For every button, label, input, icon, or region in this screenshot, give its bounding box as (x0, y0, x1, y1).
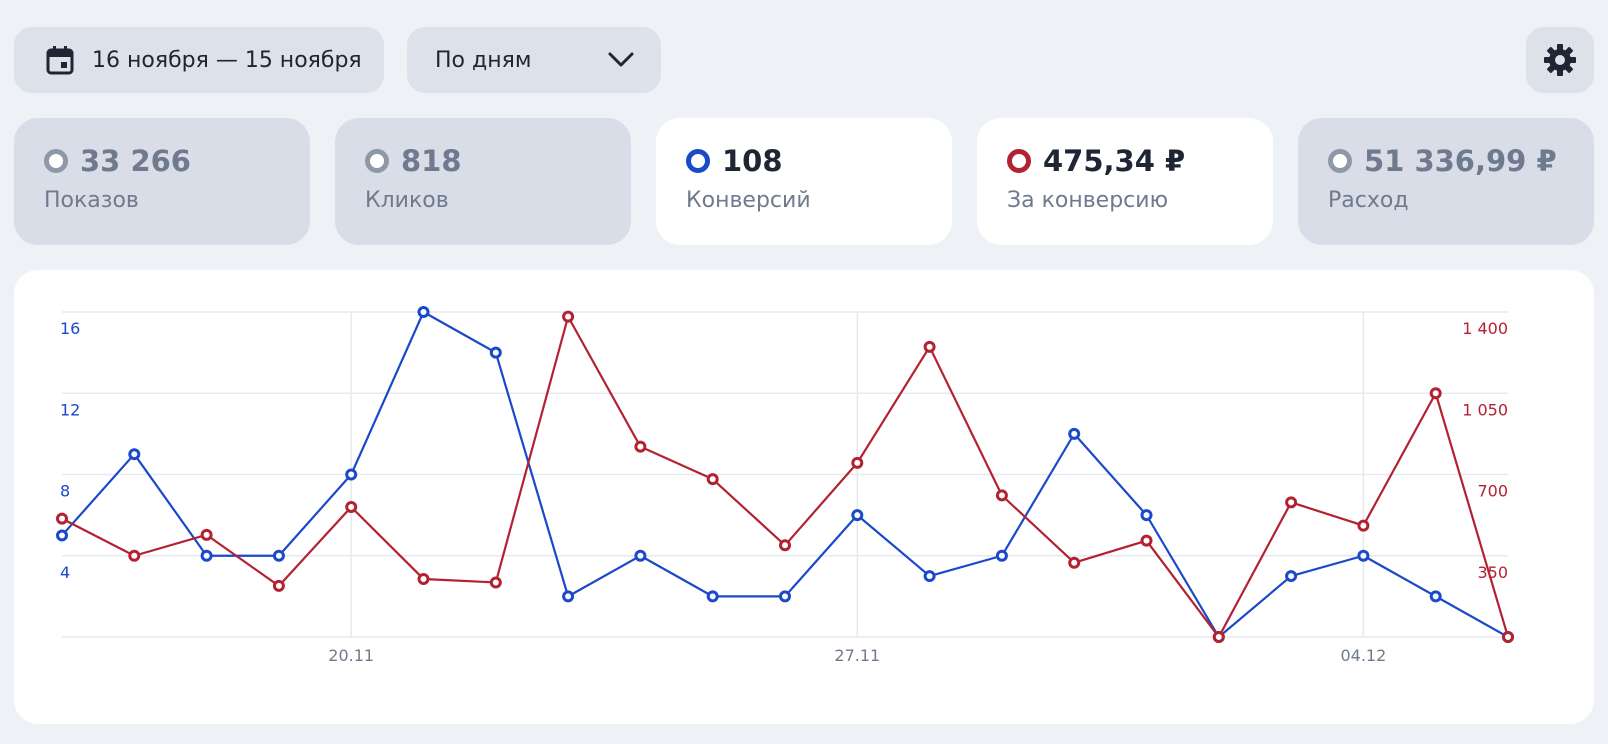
data-point-right (1212, 631, 1225, 643)
x-tick-label: 20.11 (328, 646, 374, 665)
y-left-tick-label: 8 (60, 482, 70, 501)
data-point-left (706, 590, 719, 603)
metric-card-impressions[interactable]: 33 266 Показов (14, 118, 310, 245)
metric-card-cost-per-conversion[interactable]: 475,34 ₽ За конверсию (977, 118, 1273, 245)
metric-label: Конверсий (686, 188, 811, 213)
date-range-label: 16 ноября — 15 ноября (92, 47, 362, 73)
series-toggle-icon (44, 149, 68, 173)
series-toggle-icon (365, 149, 389, 173)
metric-label: За конверсию (1007, 188, 1169, 213)
metric-value: 51 336,99 ₽ (1364, 144, 1557, 178)
data-point-left (272, 549, 285, 562)
grouping-select[interactable]: По дням (407, 27, 661, 93)
data-point-right (1502, 631, 1514, 643)
data-point-left (1285, 570, 1298, 583)
calendar-icon (46, 46, 74, 75)
metric-label: Расход (1328, 188, 1409, 213)
data-point-right (1429, 387, 1442, 400)
y-right-tick-label: 1 400 (1462, 319, 1508, 338)
data-point-right (706, 473, 719, 486)
data-point-left (1140, 509, 1153, 522)
y-right-tick-label: 700 (1477, 482, 1508, 501)
data-point-right (1357, 519, 1370, 532)
metric-label: Показов (44, 188, 139, 213)
data-point-right (779, 539, 791, 552)
data-point-right (1068, 556, 1081, 569)
data-point-right (851, 456, 864, 469)
data-point-left (128, 448, 141, 461)
y-right-tick-label: 350 (1477, 563, 1508, 582)
y-left-tick-label: 12 (60, 400, 80, 419)
grouping-label: По дням (435, 47, 532, 73)
series-toggle-icon (1007, 149, 1031, 173)
data-point-right (200, 528, 213, 541)
data-point-left (1357, 549, 1370, 562)
data-point-right (345, 501, 358, 513)
data-point-right (562, 310, 575, 323)
x-tick-label: 04.12 (1340, 646, 1386, 665)
data-point-left (200, 549, 213, 562)
data-point-left (779, 590, 791, 603)
y-left-tick-label: 4 (60, 563, 70, 582)
y-right-tick-label: 1 050 (1462, 400, 1508, 419)
data-point-left (923, 570, 936, 583)
data-point-left (417, 306, 430, 318)
chart-panel: 20.11 27.11 04.12 16 12 8 4 1 400 1 050 700 350 (14, 270, 1594, 724)
data-point-left (851, 509, 864, 522)
metric-label: Кликов (365, 188, 449, 213)
data-point-right (417, 572, 430, 585)
data-point-right (56, 512, 68, 525)
data-point-right (995, 489, 1008, 502)
date-range-picker[interactable]: 16 ноября — 15 ноября (14, 27, 384, 93)
x-tick-label: 27.11 (834, 646, 880, 665)
data-point-right (1285, 496, 1298, 509)
metric-card-spend[interactable]: 51 336,99 ₽ Расход (1298, 118, 1594, 245)
y-left-tick-label: 16 (60, 319, 80, 338)
metric-value: 33 266 (80, 144, 191, 178)
data-point-right (634, 440, 647, 453)
data-point-left (995, 549, 1008, 562)
metric-value: 818 (401, 144, 462, 178)
metric-card-clicks[interactable]: 818 Кликов (335, 118, 631, 245)
data-point-right (1140, 534, 1153, 547)
gear-icon (1544, 44, 1576, 76)
series-toggle-icon (1328, 149, 1352, 173)
metric-card-conversions[interactable]: 108 Конверсий (656, 118, 952, 245)
metric-value: 108 (722, 144, 783, 178)
chevron-down-icon (608, 52, 634, 67)
data-point-left (489, 346, 502, 359)
data-point-left (1068, 427, 1081, 440)
data-point-left (562, 590, 575, 603)
data-point-right (489, 576, 502, 589)
data-point-left (1429, 590, 1442, 603)
series-toggle-icon (686, 149, 710, 173)
data-point-right (272, 579, 285, 592)
data-point-left (634, 549, 647, 562)
metric-value: 475,34 ₽ (1043, 144, 1186, 178)
data-point-right (923, 340, 936, 353)
data-point-left (345, 468, 358, 481)
data-point-left (56, 529, 68, 542)
settings-button[interactable] (1526, 27, 1594, 93)
data-point-right (128, 549, 141, 562)
line-chart: 20.11 27.11 04.12 16 12 8 4 1 400 1 050 700 350 (56, 306, 1514, 665)
